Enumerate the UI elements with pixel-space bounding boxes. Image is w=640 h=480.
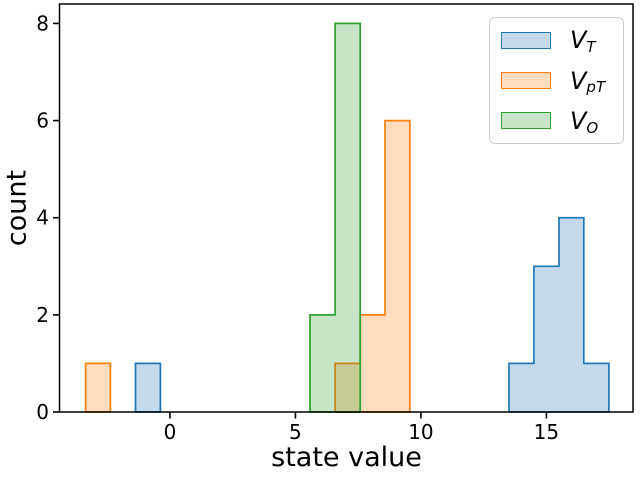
legend-box: VT VpT VO	[489, 17, 624, 144]
legend-item-V_O: VO	[501, 101, 623, 141]
x-tick-label: 5	[289, 420, 302, 444]
legend-item-V_pT: VpT	[501, 61, 623, 101]
series-V_pT-segment-0	[84, 362, 112, 413]
series-V_T-segment-0	[134, 362, 162, 413]
axes-spines	[58, 3, 634, 413]
x-tick-label: 0	[164, 420, 177, 444]
x-tick-label: 15	[534, 420, 559, 444]
y-axis-label: count	[1, 169, 33, 247]
x-axis-label: state value	[271, 442, 422, 473]
y-tick-label: 0	[36, 400, 49, 424]
x-tick-label: 10	[408, 420, 433, 444]
legend-item-V_T: VT	[501, 20, 623, 60]
y-tick-label: 8	[36, 11, 49, 35]
legend-label-V_T: VT	[570, 26, 596, 56]
legend-label-V_pT: VpT	[570, 66, 606, 97]
series-V_pT-segment-1	[334, 119, 411, 413]
legend-swatch-V_O	[501, 112, 551, 130]
series-V_O-segment-0	[309, 22, 362, 413]
y-tick-label: 4	[36, 206, 49, 230]
y-tick-label: 6	[36, 109, 49, 133]
series-V_T-segment-1	[508, 216, 610, 413]
legend-swatch-V_T	[501, 31, 551, 49]
legend-label-V_O: VO	[570, 106, 599, 137]
legend-swatch-V_pT	[501, 72, 551, 89]
y-tick-label: 2	[36, 303, 49, 327]
